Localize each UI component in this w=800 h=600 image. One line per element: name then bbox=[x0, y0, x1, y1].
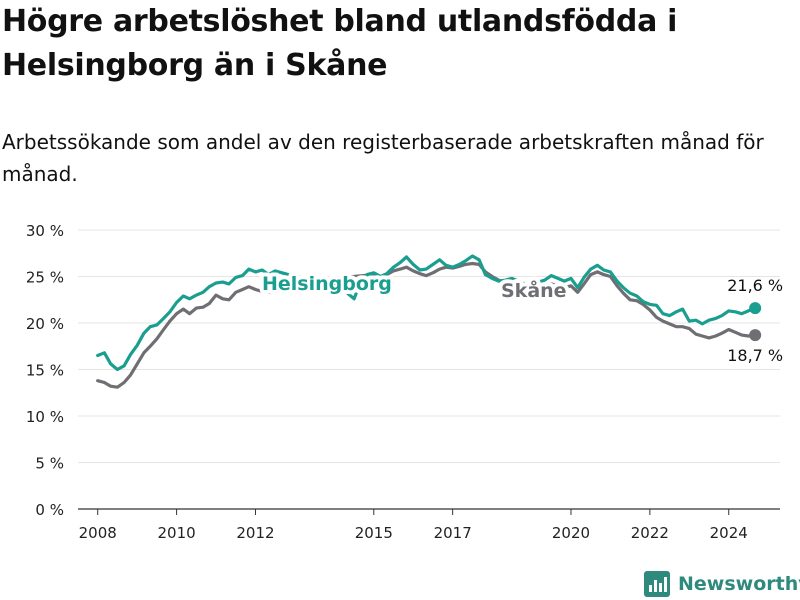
end-value-helsingborg: 21,6 % bbox=[727, 276, 783, 295]
end-value-skane: 18,7 % bbox=[727, 346, 783, 365]
chart-subtitle: Arbetssökande som andel av den registerb… bbox=[2, 130, 764, 186]
series-label-skane: Skåne bbox=[501, 278, 567, 302]
end-point-helsingborg bbox=[749, 302, 762, 315]
y-tick-label: 15 % bbox=[26, 362, 64, 380]
x-tick-label: 2015 bbox=[355, 524, 393, 542]
bar-chart-logo-icon bbox=[644, 571, 670, 597]
x-tick-label: 2008 bbox=[79, 524, 117, 542]
y-tick-label: 5 % bbox=[35, 455, 64, 473]
brand-name: Newsworthy bbox=[678, 573, 800, 595]
y-tick-label: 30 % bbox=[26, 222, 64, 240]
series-lines bbox=[96, 254, 762, 389]
x-tick-label: 2024 bbox=[710, 524, 748, 542]
series-labels: Helsingborg Skåne 21,6 % 18,7 % bbox=[258, 269, 786, 368]
x-tick-label: 2020 bbox=[552, 524, 590, 542]
series-line-helsingborg bbox=[96, 254, 757, 372]
axes: 0 % 5 % 10 % 15 % 20 % 25 % 30 % 2008 2010 2012 20… bbox=[26, 222, 780, 542]
y-tick-label: 0 % bbox=[35, 501, 64, 519]
x-tick-label: 2017 bbox=[434, 524, 472, 542]
y-tick-label: 25 % bbox=[26, 269, 64, 287]
gridlines bbox=[78, 229, 780, 463]
chart-title: Högre arbetslöshet bland utlandsfödda i … bbox=[2, 4, 678, 83]
x-tick-label: 2012 bbox=[236, 524, 274, 542]
end-point-skane bbox=[749, 329, 762, 342]
series-label-helsingborg: Helsingborg bbox=[262, 273, 392, 295]
brand-logo: Newsworthy bbox=[644, 569, 800, 599]
series-line-skane bbox=[96, 261, 757, 389]
y-tick-label: 20 % bbox=[26, 315, 64, 333]
y-tick-label: 10 % bbox=[26, 408, 64, 426]
x-tick-label: 2010 bbox=[158, 524, 196, 542]
x-tick-label: 2022 bbox=[631, 524, 669, 542]
